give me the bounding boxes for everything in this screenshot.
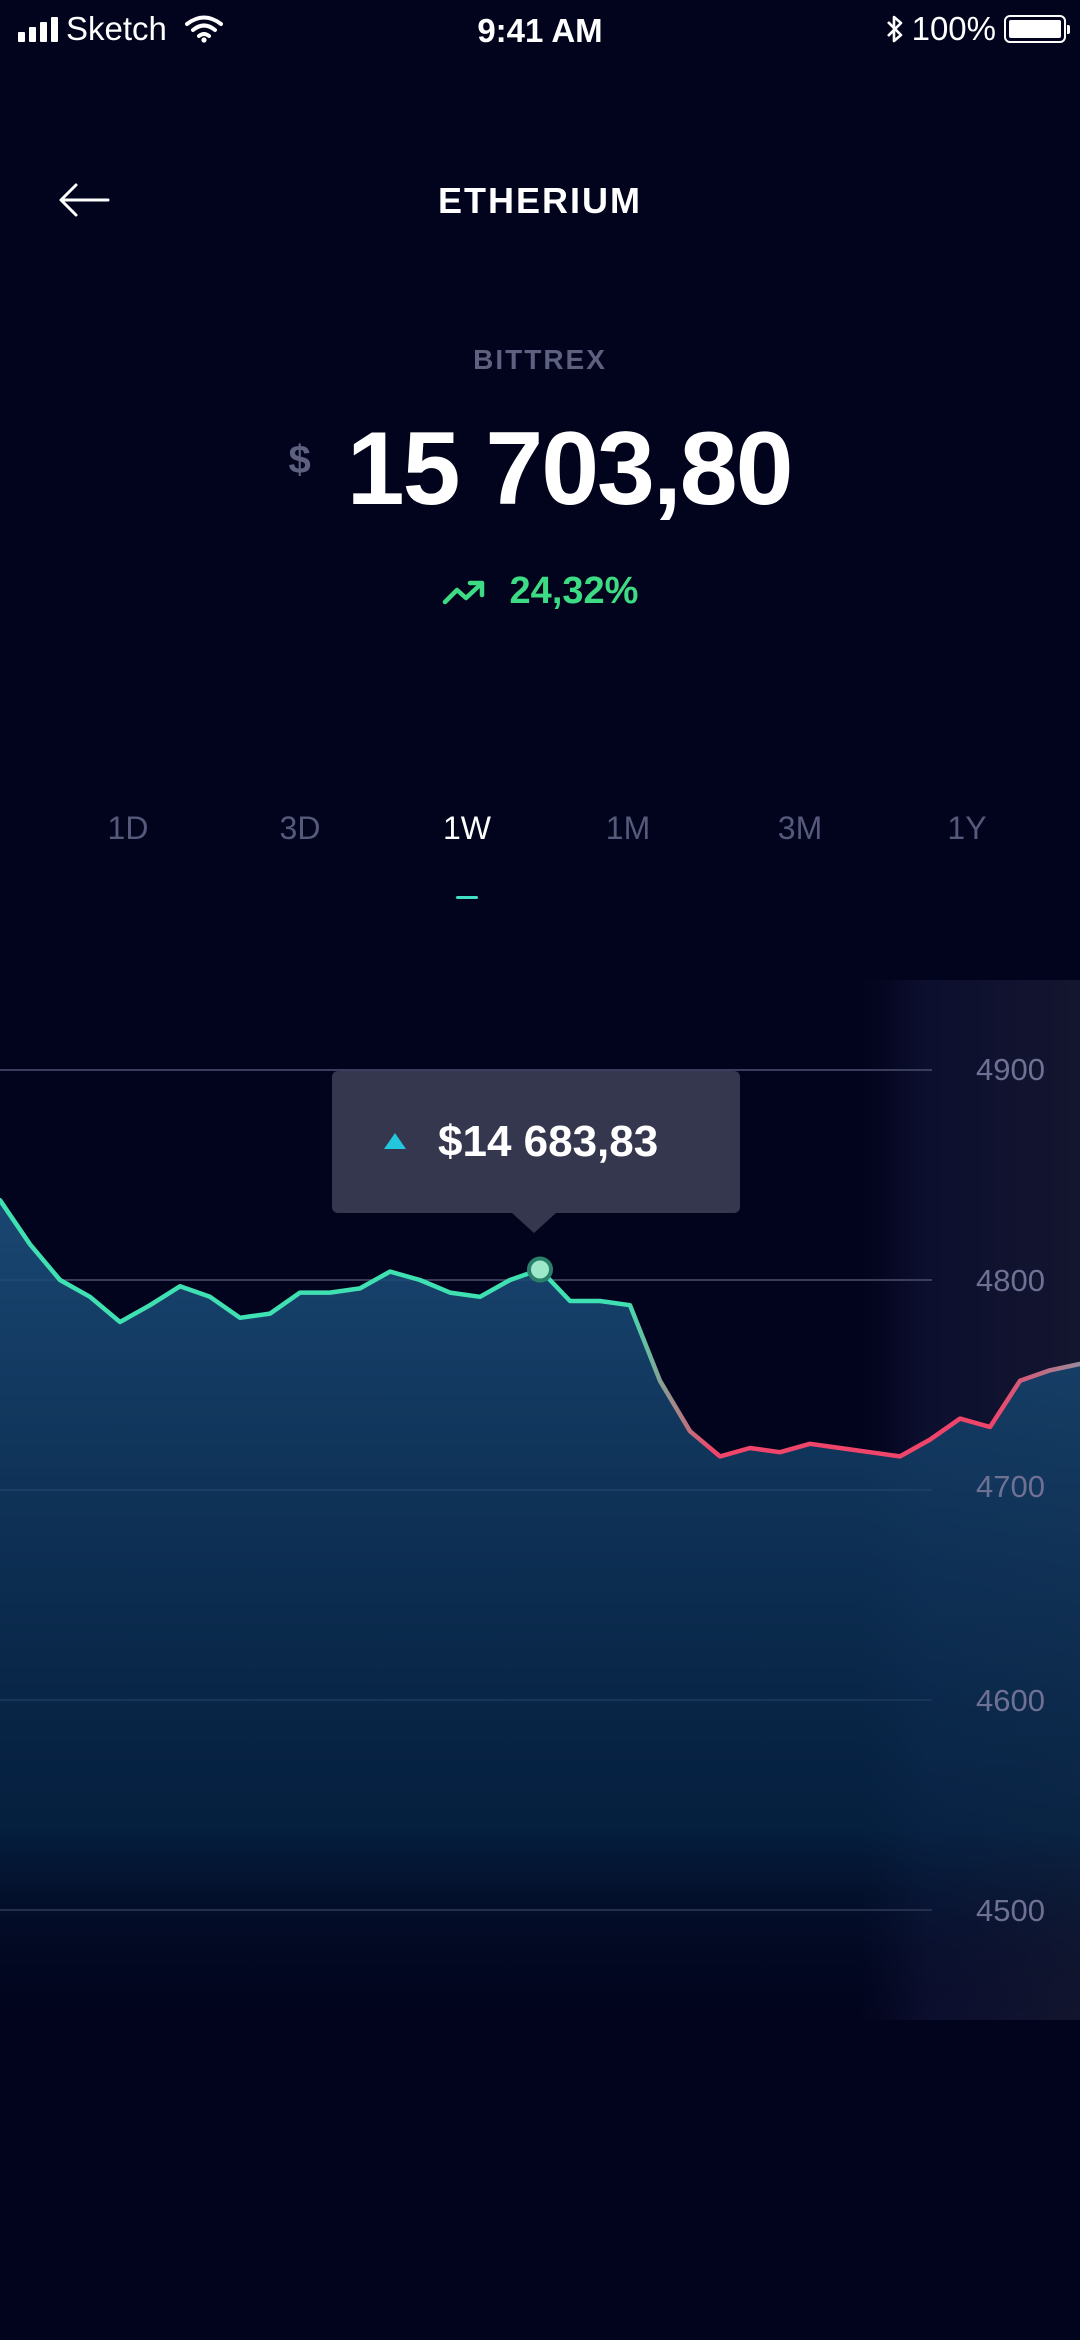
status-bar: Sketch 9:41 AM 100% [0, 0, 1080, 66]
chart-area-fill [0, 1200, 1080, 2040]
page-title: ETHERIUM [438, 180, 642, 221]
battery-percentage: 100% [911, 10, 996, 47]
tab-1m[interactable]: 1M [605, 810, 651, 846]
y-axis-label: 4800 [976, 1263, 1045, 1298]
price-tooltip: $14 683,83 [332, 1071, 740, 1233]
trending-up-icon [442, 580, 484, 605]
exchange-name: BITTREX [473, 344, 607, 375]
tooltip-value: $14 683,83 [438, 1117, 659, 1166]
y-axis-label: 4900 [976, 1052, 1045, 1087]
battery-icon [1004, 15, 1070, 43]
price-row: $15 703,80 [0, 410, 1080, 529]
current-price: 15 703,80 [346, 411, 794, 527]
tab-1y[interactable]: 1Y [947, 810, 987, 846]
status-time: 9:41 AM [477, 12, 603, 49]
y-axis-label: 4500 [976, 1893, 1045, 1928]
tab-1d[interactable]: 1D [107, 810, 149, 846]
arrow-left-icon [59, 183, 110, 217]
active-tab-indicator [456, 896, 478, 899]
bluetooth-icon [886, 15, 902, 43]
y-axis-label: 4600 [976, 1683, 1045, 1718]
wifi-icon [184, 15, 223, 43]
tab-1w[interactable]: 1W [443, 810, 491, 846]
triangle-up-icon [384, 1133, 406, 1149]
highlight-point[interactable] [527, 1256, 553, 1283]
price-change-percent: 24,32% [509, 570, 639, 612]
y-axis-label: 4700 [976, 1469, 1045, 1504]
tab-3d[interactable]: 3D [279, 810, 321, 846]
currency-symbol: $ [288, 438, 311, 482]
cellular-signal-icon [18, 16, 58, 42]
tab-3m[interactable]: 3M [777, 810, 823, 846]
price-change: 24,32% [0, 570, 1080, 613]
back-button[interactable] [56, 180, 120, 224]
carrier-name: Sketch [66, 10, 167, 47]
